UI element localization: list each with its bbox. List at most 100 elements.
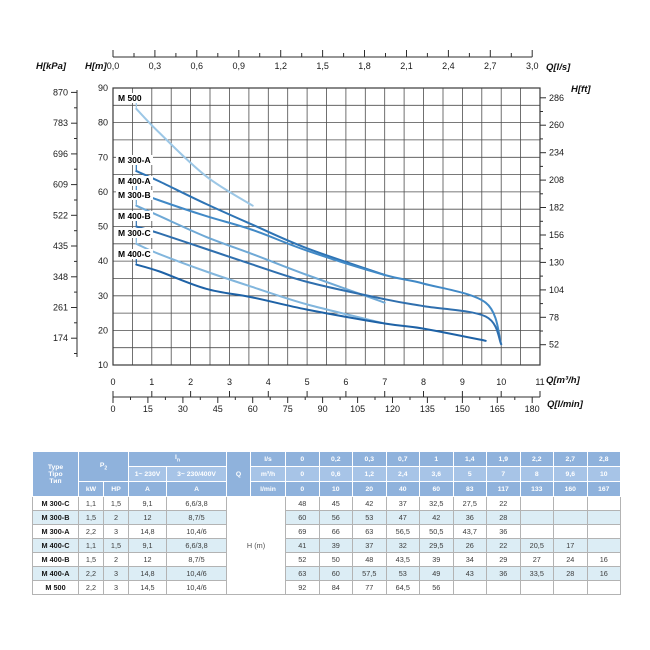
header-q-lmin-value: 0 (285, 481, 320, 497)
header-q-lmin-value: 160 (553, 481, 588, 497)
current-3ph-cell: 10,4/6 (166, 524, 228, 539)
pump-type-cell: M 500 (32, 580, 79, 595)
header-3ph: 3~ 230/400V (166, 466, 228, 482)
pump-type-cell: M 400-C (32, 538, 79, 553)
svg-text:50: 50 (98, 222, 108, 232)
axis-title-h-ft: H[ft] (571, 84, 591, 95)
header-q-ls-value: 0,3 (352, 451, 387, 467)
hp-cell: 1,5 (102, 496, 130, 511)
head-value-cell: 53 (385, 566, 421, 581)
table-row-m-400-a: M 400-A 2,2 3 14,8 10,4/6 63 60 57,5 53 49 43 36 33,… (32, 566, 622, 581)
curve-label-m-300-b: M 300-B (116, 189, 153, 200)
head-value-cell: 36 (486, 524, 521, 539)
head-value-cell (519, 496, 555, 511)
h-m-merged-cell: H (m) (226, 496, 287, 595)
current-3ph-cell: 10,4/6 (166, 566, 228, 581)
svg-text:70: 70 (98, 152, 108, 162)
head-value-cell: 42 (419, 510, 454, 525)
hp-cell: 3 (102, 566, 130, 581)
svg-text:174: 174 (53, 333, 68, 343)
axis-title-h-m: H[m] (85, 61, 107, 72)
header-p2: P2 (77, 451, 130, 482)
header-unit-m3h: m³/h (250, 466, 287, 482)
head-value-cell: 42 (352, 496, 387, 511)
head-value-cell: 24 (553, 552, 588, 567)
curve-m-300-b (135, 204, 386, 304)
head-value-cell: 29,5 (419, 538, 454, 553)
bottom-axis-q: 0 1 2 3 4 5 6 7 8 9 10 110 15 30 45 60 75 90 105 120 135 150 1… (110, 377, 544, 414)
hp-cell: 3 (102, 580, 130, 595)
header-q-ls-value: 2,8 (586, 451, 622, 467)
head-value-cell: 28 (553, 566, 588, 581)
hp-cell: 2 (102, 552, 130, 567)
head-value-cell: 29 (486, 552, 521, 567)
svg-text:10: 10 (496, 377, 506, 387)
svg-text:435: 435 (53, 241, 68, 251)
header-q-ls-value: 0 (285, 451, 320, 467)
svg-text:60: 60 (98, 187, 108, 197)
curve-label-m-400-b: M 400-B (116, 210, 153, 221)
header-q-ls-value: 0,7 (385, 451, 421, 467)
svg-text:8: 8 (421, 377, 426, 387)
table-row-m-500: M 500 2,2 3 14,5 10,4/6 92 84 77 64,5 56 (32, 580, 622, 595)
svg-text:9: 9 (460, 377, 465, 387)
head-value-cell: 69 (285, 524, 320, 539)
svg-text:0: 0 (110, 404, 115, 414)
svg-text:165: 165 (490, 404, 505, 414)
pump-type-cell: M 400-A (32, 566, 79, 581)
svg-text:180: 180 (525, 404, 540, 414)
current-3ph-cell: 6,6/3,8 (166, 538, 228, 553)
header-q-ls-value: 1,4 (452, 451, 488, 467)
header-q-ls-value: 0,2 (318, 451, 354, 467)
head-value-cell: 43,7 (452, 524, 488, 539)
head-value-cell: 60 (318, 566, 354, 581)
pump-type-cell: M 400-B (32, 552, 79, 567)
svg-text:45: 45 (213, 404, 223, 414)
head-value-cell: 33,5 (519, 566, 555, 581)
svg-text:0,9: 0,9 (233, 61, 246, 71)
axis-title-q-ls: Q[l/s] (546, 62, 571, 73)
head-value-cell (452, 580, 488, 595)
head-value-cell: 57,5 (352, 566, 387, 581)
svg-text:261: 261 (53, 303, 68, 313)
current-1ph-cell: 14,8 (128, 566, 168, 581)
head-value-cell: 66 (318, 524, 354, 539)
grid (112, 87, 541, 366)
svg-text:3,0: 3,0 (526, 61, 539, 71)
current-3ph-cell: 6,6/3,8 (166, 496, 228, 511)
head-value-cell: 36 (486, 566, 521, 581)
header-a3: A (166, 481, 228, 497)
curve-label-m-400-a: M 400-A (116, 175, 153, 186)
svg-text:5: 5 (305, 377, 310, 387)
svg-text:30: 30 (178, 404, 188, 414)
header-q-ls-value: 1,9 (486, 451, 521, 467)
svg-text:4: 4 (266, 377, 271, 387)
curve-m-400-b (135, 225, 503, 346)
head-value-cell: 37 (352, 538, 387, 553)
header-1ph: 1~ 230V (128, 466, 168, 482)
svg-text:234: 234 (549, 148, 564, 158)
pump-performance-chart: 0,0 0,3 0,6 0,9 1,2 1,5 1,8 2,1 2,4 2,7 3,0 870 783 6… (36, 50, 591, 414)
svg-text:0,0: 0,0 (107, 61, 120, 71)
svg-text:2,4: 2,4 (442, 61, 455, 71)
header-q-m3h-value: 2,4 (385, 466, 421, 482)
svg-text:104: 104 (549, 285, 564, 295)
head-value-cell: 49 (419, 566, 454, 581)
head-value-cell: 64,5 (385, 580, 421, 595)
svg-text:15: 15 (143, 404, 153, 414)
svg-text:2,7: 2,7 (484, 61, 497, 71)
head-value-cell (586, 524, 622, 539)
head-value-cell (553, 524, 588, 539)
svg-text:90: 90 (318, 404, 328, 414)
header-a1: A (128, 481, 168, 497)
svg-text:1: 1 (149, 377, 154, 387)
head-value-cell: 48 (285, 496, 320, 511)
svg-text:150: 150 (455, 404, 470, 414)
header-q-m3h-value: 3,6 (419, 466, 454, 482)
svg-text:0: 0 (110, 377, 115, 387)
svg-text:90: 90 (98, 83, 108, 93)
svg-text:156: 156 (549, 230, 564, 240)
table-row-m-400-b: M 400-B 1,5 2 12 8,7/5 52 50 48 43,5 39 34 29 27 24 16 (32, 552, 622, 567)
head-value-cell: 63 (285, 566, 320, 581)
left-axis-m: 90 80 70 60 50 40 30 20 10 (98, 83, 108, 370)
